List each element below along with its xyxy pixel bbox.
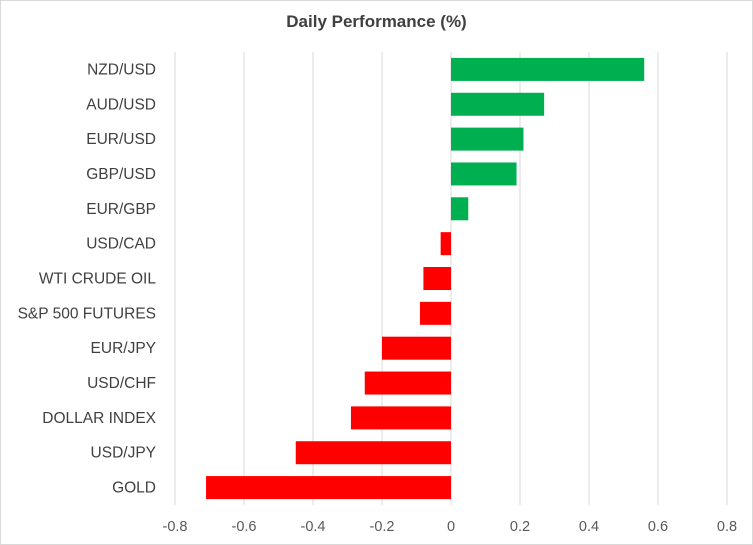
x-tick-label: -0.8 [163, 519, 188, 535]
x-tick-label: -0.6 [232, 519, 257, 535]
category-labels: NZD/USD AUD/USD EUR/USD GBP/USD EUR/GBP USD/C… [18, 61, 157, 496]
bar [364, 371, 451, 395]
x-tick-label: 0.8 [717, 519, 737, 535]
x-tick-label: 0 [447, 519, 455, 535]
bar [295, 441, 451, 465]
bars [206, 57, 645, 500]
category-label: GOLD [112, 480, 156, 497]
chart-title: Daily Performance (%) [286, 12, 467, 31]
category-label: GBP/USD [86, 166, 156, 183]
category-label: USD/CHF [87, 375, 156, 392]
bar [382, 336, 451, 360]
bar [440, 232, 451, 256]
gridlines [174, 52, 728, 505]
bar [451, 162, 517, 186]
category-label: EUR/JPY [91, 340, 156, 357]
bar [419, 301, 451, 325]
bar [451, 127, 524, 151]
x-tick-label: 0.2 [510, 519, 530, 535]
x-tick-label: -0.2 [370, 519, 395, 535]
category-label: AUD/USD [86, 96, 156, 113]
category-label: EUR/GBP [86, 201, 156, 218]
bar [451, 197, 469, 221]
bar [350, 406, 451, 430]
bar [451, 92, 545, 116]
x-tick-label: 0.6 [648, 519, 668, 535]
bar [423, 267, 451, 290]
category-label: USD/CAD [86, 236, 156, 253]
bar [206, 476, 451, 500]
category-label: EUR/USD [86, 131, 156, 148]
category-label: NZD/USD [87, 61, 156, 78]
category-label: S&P 500 FUTURES [18, 305, 156, 322]
category-label: WTI CRUDE OIL [39, 271, 156, 288]
category-label: USD/JPY [91, 445, 156, 462]
category-label: DOLLAR INDEX [42, 410, 156, 427]
x-axis-tick-labels: -0.8 -0.6 -0.4 -0.2 0 0.2 0.4 0.6 0.8 [163, 519, 738, 535]
x-tick-label: -0.4 [301, 519, 326, 535]
x-tick-label: 0.4 [579, 519, 599, 535]
bar [451, 57, 645, 81]
